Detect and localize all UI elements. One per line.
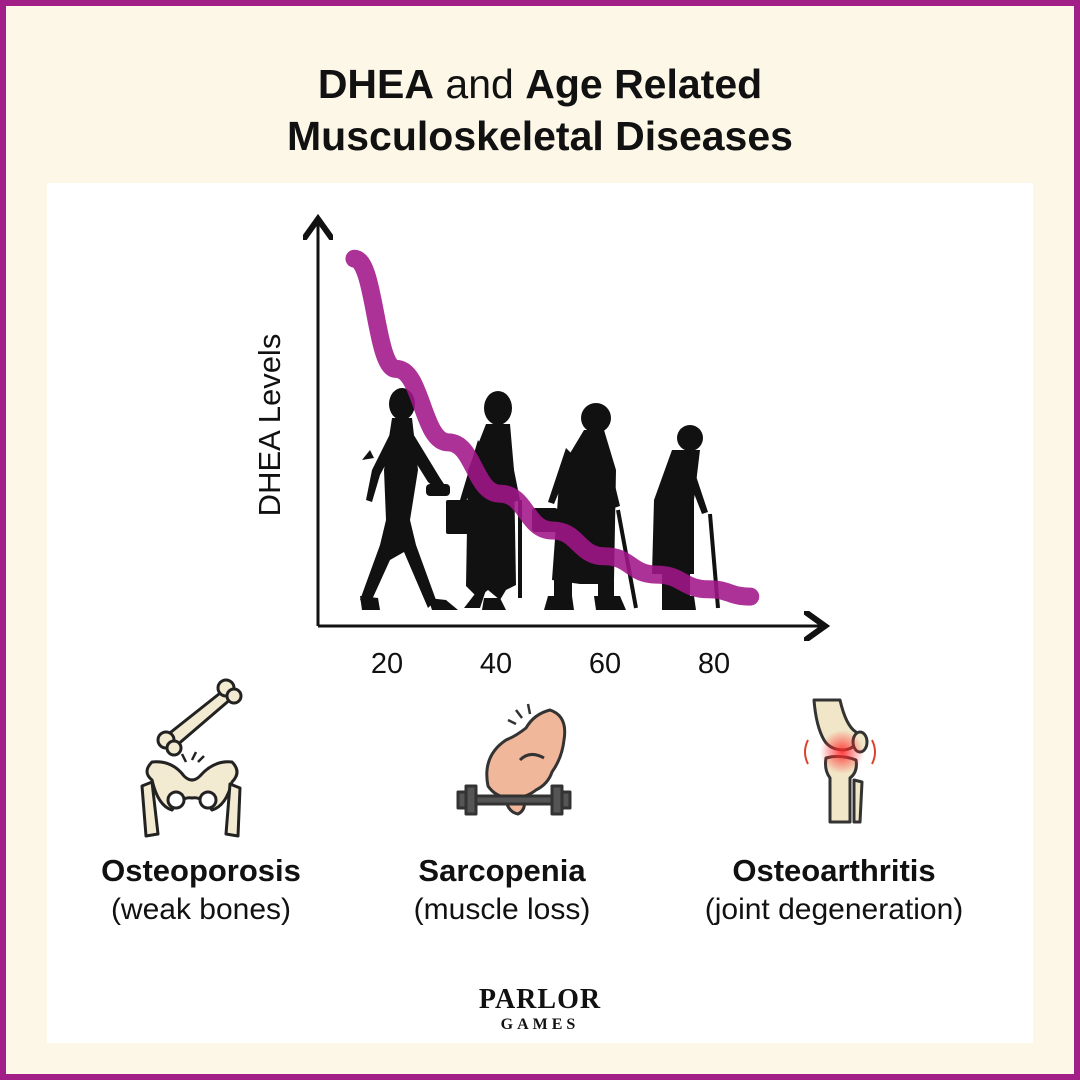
condition-desc: (joint degeneration) bbox=[704, 893, 964, 926]
condition-name: Osteoporosis bbox=[101, 853, 301, 888]
silhouette-young-woman bbox=[360, 388, 458, 610]
x-tick-label: 80 bbox=[697, 648, 731, 680]
parlor-games-logo: PARLOR GAMES bbox=[479, 985, 601, 1035]
y-axis-label: DHEA Levels bbox=[252, 333, 287, 517]
condition-desc: (weak bones) bbox=[110, 893, 292, 926]
page-title: DHEA and Age Related Musculoskeletal Dis… bbox=[0, 58, 1080, 162]
condition-name: Osteoarthritis bbox=[732, 853, 936, 888]
condition-osteoporosis: Osteoporosis (weak bones) bbox=[101, 852, 301, 930]
x-tick-label: 20 bbox=[370, 648, 404, 680]
condition-desc: (muscle loss) bbox=[413, 893, 591, 926]
silhouette-older-woman bbox=[532, 403, 638, 610]
flexed-arm-dumbbell-icon bbox=[456, 703, 572, 816]
x-tick-label: 40 bbox=[479, 648, 513, 680]
title-dhea: DHEA bbox=[317, 61, 435, 107]
knee-joint-icon bbox=[804, 698, 876, 824]
hip-bone-icon bbox=[140, 678, 243, 838]
condition-name: Sarcopenia bbox=[418, 853, 586, 888]
x-tick-label: 60 bbox=[588, 648, 622, 680]
content-panel bbox=[47, 183, 1033, 1043]
logo-line1: PARLOR bbox=[478, 984, 602, 1015]
logo-line2: GAMES bbox=[500, 1016, 580, 1033]
title-age-related: Age Related bbox=[525, 61, 763, 107]
condition-sarcopenia: Sarcopenia (muscle loss) bbox=[414, 852, 591, 930]
dhea-decline-curve bbox=[345, 249, 760, 606]
condition-osteoarthritis: Osteoarthritis (joint degeneration) bbox=[705, 852, 964, 930]
title-and: and bbox=[434, 61, 526, 107]
title-line2: Musculoskeletal Diseases bbox=[287, 113, 793, 159]
